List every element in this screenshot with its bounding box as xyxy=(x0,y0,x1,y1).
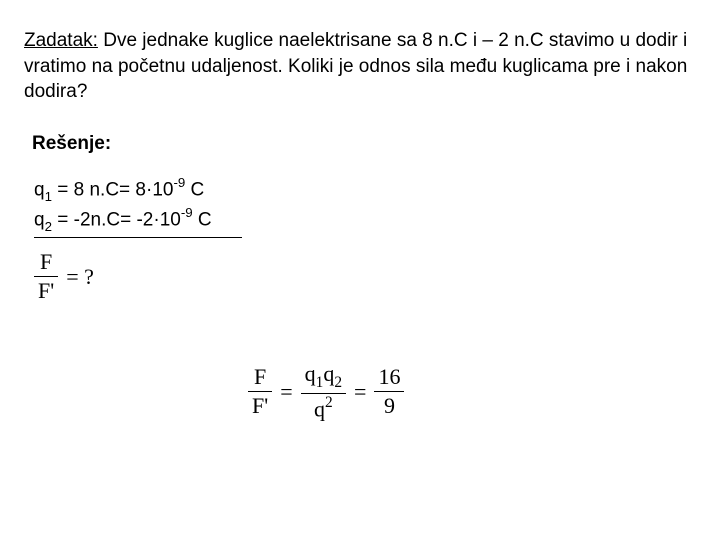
q2-sym: q xyxy=(34,209,45,230)
result-eq1: = xyxy=(280,379,292,405)
q2-unit: C xyxy=(193,209,212,230)
given-q1: q1 = 8 n.C= 8·10-9 C xyxy=(34,175,212,205)
q1-sub: 1 xyxy=(45,189,52,204)
ask-formula: F F' = ? xyxy=(34,250,696,303)
problem-statement: Zadatak: Dve jednake kuglice naelektrisa… xyxy=(24,28,696,105)
given-block: q1 = 8 n.C= 8·10-9 C q2 = -2n.C= -2·10-9… xyxy=(34,175,696,238)
result-frac-1: F F' xyxy=(248,365,272,418)
q1-exp: -9 xyxy=(173,175,185,190)
result-f1-den: F' xyxy=(248,392,272,418)
q1-eq: = 8 n.C= 8·10 xyxy=(52,179,173,200)
result-f3-den: 9 xyxy=(374,392,404,418)
result-f2-den: q2 xyxy=(301,394,346,422)
problem-text: Dve jednake kuglice naelektrisane sa 8 n… xyxy=(24,30,687,102)
q1-sym: q xyxy=(34,179,45,200)
result-eq2: = xyxy=(354,379,366,405)
solution-label: Rešenje: xyxy=(32,133,696,155)
q2-eq: = -2n.C= -2·10 xyxy=(52,209,181,230)
q1-unit: C xyxy=(185,179,204,200)
problem-label: Zadatak: xyxy=(24,30,98,51)
result-f2-num: q1q2 xyxy=(301,362,346,394)
result-frac-3: 16 9 xyxy=(374,365,404,418)
ask-num: F xyxy=(34,250,58,277)
result-frac-2: q1q2 q2 xyxy=(301,362,346,422)
ask-rhs: = ? xyxy=(66,264,94,290)
q2-exp: -9 xyxy=(181,205,193,220)
ask-fraction: F F' xyxy=(34,250,58,303)
result-f3-num: 16 xyxy=(374,365,404,392)
given-q2: q2 = -2n.C= -2·10-9 C xyxy=(34,205,212,235)
result-f1-num: F xyxy=(248,365,272,392)
ask-den: F' xyxy=(34,277,58,303)
result-formula: F F' = q1q2 q2 = 16 9 xyxy=(248,362,404,422)
q2-sub: 2 xyxy=(45,219,52,234)
